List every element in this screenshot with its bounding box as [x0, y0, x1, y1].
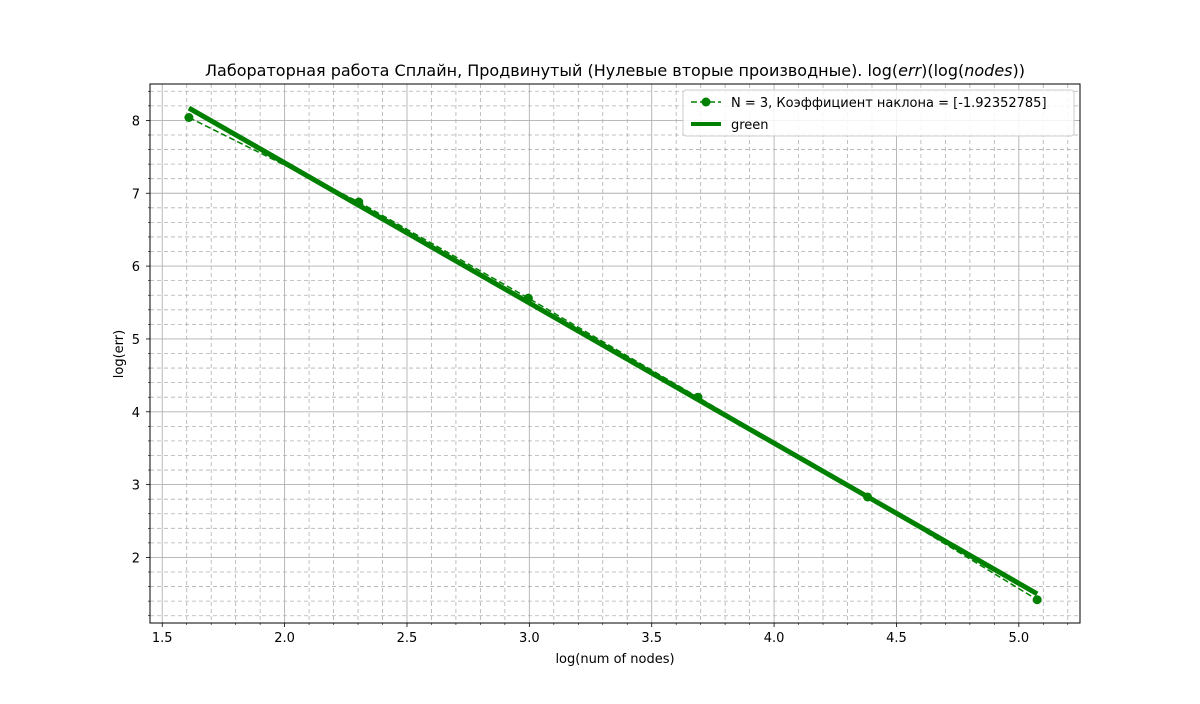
x-tick-label: 2.0: [274, 631, 295, 646]
y-axis-label: log(err): [112, 330, 127, 378]
legend-swatch-marker: [701, 97, 711, 107]
grid-layer: [150, 84, 1080, 623]
series-line-fit: [187, 105, 1039, 597]
y-tick-label: 4: [132, 406, 140, 421]
data-point: [1032, 595, 1042, 605]
tick-layer: 1.5 2.0 2.5 3.0 3.5 4.0 4.5 5.0 2 3 4 5 6 7 8: [132, 90, 1069, 646]
series-line-data: [188, 116, 1038, 601]
y-tick-label: 8: [132, 114, 140, 129]
legend: N = 3, Коэффициент наклона = [-1.9235278…: [682, 89, 1075, 137]
x-tick-label: 3.0: [519, 631, 540, 646]
y-tick-label: 2: [132, 551, 140, 566]
legend-box: [682, 89, 1075, 137]
x-axis-label: log(num of nodes): [555, 652, 674, 667]
y-tick-label: 3: [132, 479, 140, 494]
x-tick-label: 4.5: [886, 631, 907, 646]
y-tick-label: 7: [132, 187, 140, 202]
chart-title: Лабораторная работа Сплайн, Продвинутый …: [205, 61, 1025, 80]
legend-label-series-2: green: [731, 118, 769, 133]
x-tick-label: 2.5: [397, 631, 418, 646]
x-tick-label: 4.0: [764, 631, 785, 646]
x-tick-label: 5.0: [1008, 631, 1029, 646]
series-layer: [184, 105, 1042, 605]
legend-label-series-1: N = 3, Коэффициент наклона = [-1.9235278…: [731, 96, 1047, 111]
x-tick-label: 3.5: [641, 631, 662, 646]
data-point: [184, 113, 194, 123]
y-tick-label: 5: [132, 333, 140, 348]
x-tick-label: 1.5: [152, 631, 173, 646]
y-tick-label: 6: [132, 260, 140, 275]
